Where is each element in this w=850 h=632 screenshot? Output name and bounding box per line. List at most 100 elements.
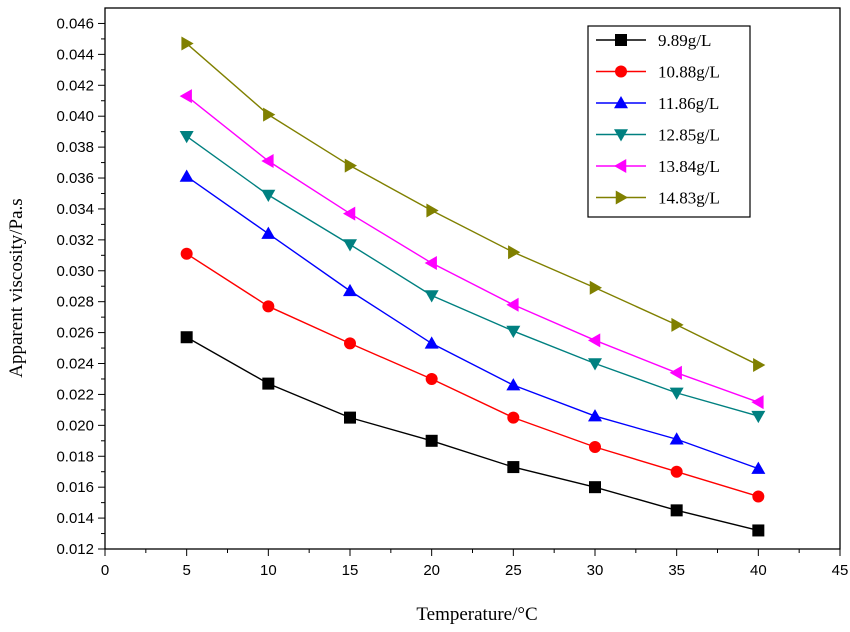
series-line bbox=[186, 253, 759, 498]
data-point bbox=[263, 107, 276, 122]
y-tick-label: 0.040 bbox=[56, 108, 94, 125]
y-tick-label: 0.046 bbox=[56, 15, 94, 32]
y-tick-label: 0.022 bbox=[56, 386, 94, 403]
y-tick-label: 0.036 bbox=[56, 170, 94, 187]
legend-label: 12.85g/L bbox=[658, 126, 720, 145]
series-line bbox=[186, 95, 759, 403]
legend-label: 11.86g/L bbox=[658, 94, 719, 113]
data-point bbox=[670, 465, 683, 478]
x-tick-label: 30 bbox=[587, 562, 604, 579]
data-point bbox=[751, 461, 766, 474]
y-tick-label: 0.012 bbox=[56, 541, 94, 558]
x-tick-label: 35 bbox=[668, 562, 685, 579]
y-axis-title: Apparent viscosity/Pa.s bbox=[6, 198, 27, 377]
data-point bbox=[179, 169, 194, 182]
x-tick-label: 45 bbox=[832, 562, 849, 579]
y-tick-label: 0.026 bbox=[56, 325, 94, 342]
data-point bbox=[506, 325, 521, 339]
y-tick-label: 0.028 bbox=[56, 294, 94, 311]
data-point bbox=[343, 239, 357, 252]
data-point bbox=[425, 372, 438, 385]
x-tick-label: 10 bbox=[260, 562, 277, 579]
data-point bbox=[261, 189, 276, 203]
data-point bbox=[752, 524, 765, 537]
series-4 bbox=[179, 131, 766, 424]
series-line bbox=[186, 43, 759, 366]
data-point bbox=[425, 434, 438, 447]
data-point bbox=[343, 283, 357, 297]
data-point bbox=[753, 358, 766, 373]
data-point bbox=[589, 481, 601, 494]
series-line bbox=[186, 336, 759, 532]
y-tick-label: 0.038 bbox=[56, 139, 94, 156]
x-tick-label: 40 bbox=[750, 562, 767, 579]
y-tick-label: 0.016 bbox=[56, 479, 94, 496]
data-point bbox=[262, 377, 275, 390]
data-point bbox=[669, 387, 684, 400]
data-point bbox=[588, 358, 602, 371]
data-point bbox=[424, 290, 439, 303]
legend: 9.89g/L 10.88g/L 11.86g/L 12.85g/L 13.84g/L 1… bbox=[587, 25, 751, 218]
y-tick-label: 0.044 bbox=[56, 46, 94, 63]
legend-marker bbox=[614, 159, 627, 173]
y-tick-label: 0.034 bbox=[56, 201, 94, 218]
data-point bbox=[262, 300, 275, 313]
data-point bbox=[506, 297, 519, 312]
data-point bbox=[752, 490, 765, 503]
data-point bbox=[589, 440, 601, 453]
series-3 bbox=[179, 169, 766, 474]
x-tick-label: 15 bbox=[342, 562, 359, 579]
y-tick-label: 0.042 bbox=[56, 77, 94, 94]
data-point bbox=[751, 410, 766, 424]
legend-marker bbox=[615, 34, 627, 46]
legend-marker bbox=[615, 190, 628, 205]
axes: 0 5 10 15 20 25 30 35 40 45 0.012 0.014 0.016 0.018 0.… bbox=[56, 7, 849, 579]
x-tick-label: 0 bbox=[101, 562, 109, 579]
y-tick-label: 0.024 bbox=[56, 356, 94, 373]
data-point bbox=[508, 245, 521, 260]
x-tick-label: 20 bbox=[423, 562, 440, 579]
x-tick-label: 5 bbox=[182, 562, 190, 579]
data-point bbox=[424, 256, 437, 271]
data-point bbox=[751, 395, 764, 410]
data-point bbox=[343, 206, 356, 221]
data-point bbox=[180, 331, 193, 344]
legend-marker bbox=[614, 129, 628, 142]
y-tick-label: 0.032 bbox=[56, 232, 94, 249]
data-point bbox=[179, 89, 192, 104]
data-point bbox=[669, 432, 684, 445]
series-line bbox=[186, 175, 759, 470]
data-point bbox=[261, 226, 276, 239]
series-2 bbox=[180, 247, 765, 503]
data-point bbox=[671, 317, 684, 332]
data-point bbox=[426, 203, 439, 218]
series-line bbox=[186, 135, 759, 417]
legend-label: 13.84g/L bbox=[658, 157, 720, 176]
legend-label: 9.89g/L bbox=[658, 31, 711, 50]
data-point bbox=[181, 36, 194, 51]
series-layer bbox=[179, 36, 766, 537]
data-point bbox=[179, 131, 194, 144]
data-point bbox=[424, 336, 439, 349]
legend-label: 14.83g/L bbox=[658, 189, 720, 208]
legend-box bbox=[587, 25, 751, 218]
y-tick-label: 0.020 bbox=[56, 417, 94, 434]
series-5 bbox=[179, 89, 764, 410]
series-1 bbox=[180, 331, 765, 537]
y-tick-label: 0.014 bbox=[56, 510, 94, 527]
data-point bbox=[588, 333, 601, 348]
data-point bbox=[507, 411, 520, 424]
data-point bbox=[670, 504, 683, 517]
data-point bbox=[669, 365, 682, 380]
y-tick-label: 0.030 bbox=[56, 263, 94, 280]
legend-marker bbox=[614, 96, 628, 109]
legend-label: 10.88g/L bbox=[658, 63, 720, 82]
data-point bbox=[506, 378, 521, 391]
data-point bbox=[344, 158, 357, 173]
data-point bbox=[588, 409, 602, 422]
data-point bbox=[261, 154, 274, 169]
y-tick-label: 0.018 bbox=[56, 448, 94, 465]
legend-marker bbox=[615, 65, 627, 78]
data-point bbox=[507, 461, 520, 474]
